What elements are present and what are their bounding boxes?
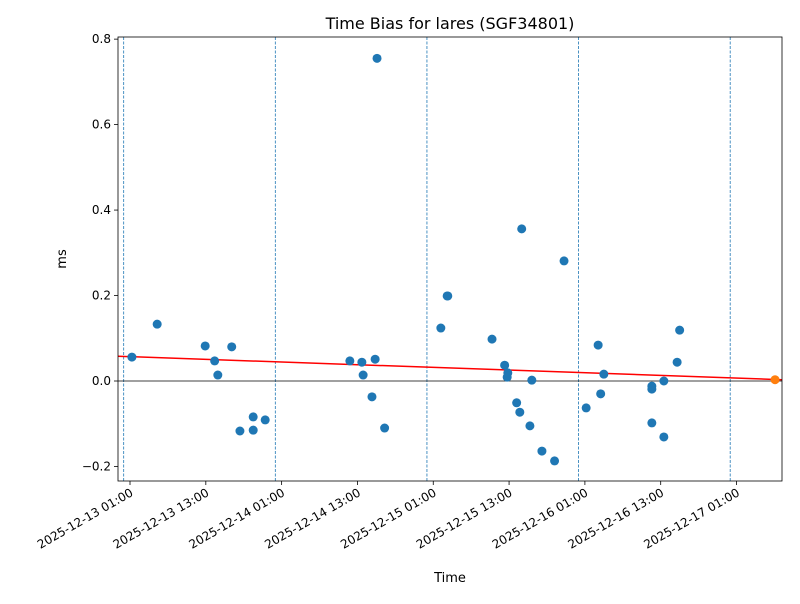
data-point [537, 446, 547, 456]
data-point [515, 407, 525, 417]
y-tick-label: 0.8 [92, 32, 111, 46]
data-point [596, 389, 606, 399]
data-point [210, 356, 220, 366]
data-point [500, 360, 510, 370]
data-point [380, 423, 390, 433]
data-point [659, 432, 669, 442]
data-point [372, 53, 382, 63]
data-point [443, 291, 453, 301]
y-tick-label: 0.6 [92, 118, 111, 132]
data-point [367, 392, 377, 402]
y-tick-label: −0.2 [82, 459, 111, 473]
data-point [672, 357, 682, 367]
data-point [503, 368, 513, 378]
data-point [357, 357, 367, 367]
prediction-point [770, 375, 780, 385]
data-point [213, 370, 223, 380]
data-point [647, 418, 657, 428]
chart-title: Time Bias for lares (SGF34801) [325, 14, 575, 33]
data-point [370, 354, 380, 364]
x-axis-label: Time [433, 571, 466, 586]
data-point [345, 356, 355, 366]
data-point [517, 224, 527, 234]
data-point [358, 370, 368, 380]
data-point [525, 421, 535, 431]
data-point [527, 375, 537, 385]
data-point [512, 398, 522, 408]
data-point [675, 325, 685, 335]
data-point [550, 456, 560, 466]
data-point [559, 256, 569, 266]
data-point [200, 341, 210, 351]
data-point [227, 342, 237, 352]
y-axis-label: ms [55, 249, 70, 269]
data-point [487, 334, 497, 344]
y-tick-label: 0.0 [92, 374, 111, 388]
trend-line [117, 355, 783, 381]
data-point [260, 415, 270, 425]
data-point [248, 412, 258, 422]
data-point [581, 403, 591, 413]
data-point [647, 384, 657, 394]
data-point [436, 323, 446, 333]
y-tick-label: 0.4 [92, 203, 111, 217]
data-point [593, 340, 603, 350]
data-point [248, 425, 258, 435]
data-point [127, 352, 137, 362]
data-point [235, 426, 245, 436]
plot-frame [117, 36, 783, 482]
data-point [599, 369, 609, 379]
data-point [659, 376, 669, 386]
y-tick-label: 0.2 [92, 289, 111, 303]
data-point [152, 319, 162, 329]
